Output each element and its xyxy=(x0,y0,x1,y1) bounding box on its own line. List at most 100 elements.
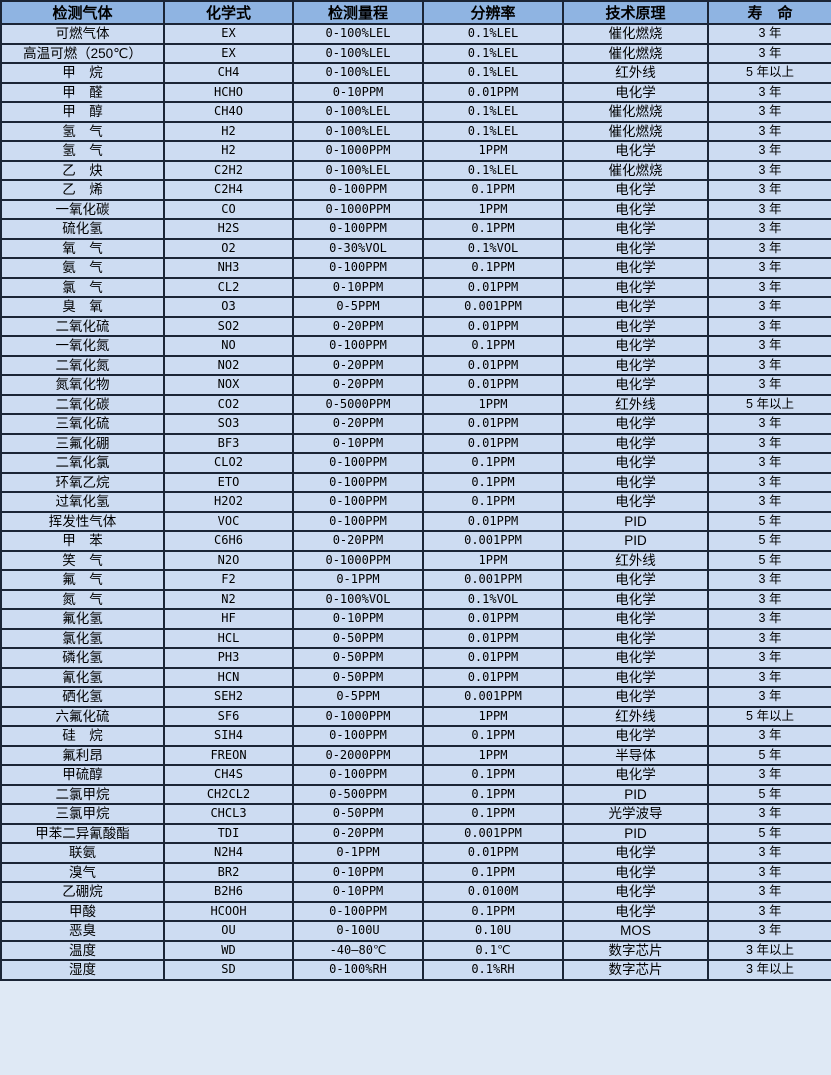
cell-technology: 半导体 xyxy=(562,744,709,766)
cell-detection-range: 0-1PPM xyxy=(292,842,424,864)
cell-technology: 电化学 xyxy=(562,608,709,630)
cell-chemical-formula: SIH4 xyxy=(163,725,294,747)
cell-detection-range: 0-100U xyxy=(292,920,424,942)
cell-lifespan: 3 年 xyxy=(707,237,831,259)
cell-lifespan: 3 年 xyxy=(707,432,831,454)
table-row: 氢 气 H2 0-100%LEL 0.1%LEL 催化燃烧 3 年 xyxy=(0,120,831,142)
cell-resolution: 0.1%LEL xyxy=(422,120,564,142)
cell-detection-range: 0-10PPM xyxy=(292,608,424,630)
cell-lifespan: 3 年 xyxy=(707,452,831,474)
cell-resolution: 0.1PPM xyxy=(422,900,564,922)
table-row: 六氟化硫 SF6 0-1000PPM 1PPM 红外线 5 年以上 xyxy=(0,705,831,727)
cell-lifespan: 3 年 xyxy=(707,159,831,181)
cell-detection-range: 0-1000PPM xyxy=(292,198,424,220)
column-header-technology: 技术原理 xyxy=(562,0,709,25)
cell-gas-name: 氯化氢 xyxy=(0,627,165,649)
column-header-gas-name: 检测气体 xyxy=(0,0,165,25)
cell-chemical-formula: CO xyxy=(163,198,294,220)
cell-detection-range: 0-20PPM xyxy=(292,374,424,396)
cell-technology: 光学波导 xyxy=(562,803,709,825)
cell-gas-name: 臭 氧 xyxy=(0,296,165,318)
cell-chemical-formula: CL2 xyxy=(163,276,294,298)
cell-detection-range: 0-5000PPM xyxy=(292,393,424,415)
cell-technology: 电化学 xyxy=(562,588,709,610)
cell-detection-range: 0-100PPM xyxy=(292,491,424,513)
cell-gas-name: 三氟化硼 xyxy=(0,432,165,454)
cell-detection-range: 0-100PPM xyxy=(292,725,424,747)
cell-technology: 数字芯片 xyxy=(562,939,709,961)
cell-technology: 电化学 xyxy=(562,179,709,201)
cell-lifespan: 5 年 xyxy=(707,822,831,844)
cell-chemical-formula: CH4 xyxy=(163,62,294,84)
cell-resolution: 1PPM xyxy=(422,198,564,220)
cell-chemical-formula: SD xyxy=(163,959,294,981)
cell-detection-range: 0-50PPM xyxy=(292,627,424,649)
cell-detection-range: 0-100PPM xyxy=(292,510,424,532)
cell-technology: 电化学 xyxy=(562,315,709,337)
cell-technology: 电化学 xyxy=(562,647,709,669)
cell-chemical-formula: CH2CL2 xyxy=(163,783,294,805)
cell-chemical-formula: O3 xyxy=(163,296,294,318)
cell-detection-range: 0-20PPM xyxy=(292,354,424,376)
cell-technology: 红外线 xyxy=(562,705,709,727)
table-row: 过氧化氢 H2O2 0-100PPM 0.1PPM 电化学 3 年 xyxy=(0,491,831,513)
table-row: 硫化氢 H2S 0-100PPM 0.1PPM 电化学 3 年 xyxy=(0,218,831,240)
table-row: 恶臭 OU 0-100U 0.10U MOS 3 年 xyxy=(0,920,831,942)
cell-detection-range: 0-100%VOL xyxy=(292,588,424,610)
cell-gas-name: 二氯甲烷 xyxy=(0,783,165,805)
cell-gas-name: 环氧乙烷 xyxy=(0,471,165,493)
cell-technology: 电化学 xyxy=(562,491,709,513)
cell-technology: MOS xyxy=(562,920,709,942)
cell-chemical-formula: H2 xyxy=(163,140,294,162)
cell-lifespan: 3 年 xyxy=(707,257,831,279)
cell-resolution: 0.01PPM xyxy=(422,627,564,649)
cell-detection-range: 0-100%LEL xyxy=(292,23,424,45)
cell-detection-range: 0-100PPM xyxy=(292,257,424,279)
cell-lifespan: 3 年 xyxy=(707,413,831,435)
cell-chemical-formula: SEH2 xyxy=(163,686,294,708)
cell-detection-range: 0-10PPM xyxy=(292,81,424,103)
cell-gas-name: 二氧化氮 xyxy=(0,354,165,376)
cell-resolution: 0.1%VOL xyxy=(422,237,564,259)
cell-chemical-formula: NH3 xyxy=(163,257,294,279)
cell-lifespan: 3 年 xyxy=(707,120,831,142)
cell-resolution: 0.01PPM xyxy=(422,413,564,435)
table-row: 三氟化硼 BF3 0-10PPM 0.01PPM 电化学 3 年 xyxy=(0,432,831,454)
cell-gas-name: 氧 气 xyxy=(0,237,165,259)
cell-resolution: 0.1PPM xyxy=(422,335,564,357)
cell-chemical-formula: VOC xyxy=(163,510,294,532)
cell-technology: 电化学 xyxy=(562,764,709,786)
cell-lifespan: 3 年 xyxy=(707,335,831,357)
table-row: 氰化氢 HCN 0-50PPM 0.01PPM 电化学 3 年 xyxy=(0,666,831,688)
table-row: 乙 烯 C2H4 0-100PPM 0.1PPM 电化学 3 年 xyxy=(0,179,831,201)
cell-technology: 催化燃烧 xyxy=(562,101,709,123)
cell-gas-name: 氯 气 xyxy=(0,276,165,298)
cell-detection-range: 0-100%LEL xyxy=(292,159,424,181)
cell-resolution: 0.1PPM xyxy=(422,783,564,805)
table-row: 高温可燃（250℃） EX 0-100%LEL 0.1%LEL 催化燃烧 3 年 xyxy=(0,42,831,64)
cell-detection-range: 0-100%LEL xyxy=(292,62,424,84)
table-row: 甲 苯 C6H6 0-20PPM 0.001PPM PID 5 年 xyxy=(0,530,831,552)
cell-technology: 电化学 xyxy=(562,257,709,279)
cell-technology: 电化学 xyxy=(562,335,709,357)
column-header-lifespan: 寿 命 xyxy=(707,0,831,25)
cell-resolution: 0.01PPM xyxy=(422,608,564,630)
cell-chemical-formula: WD xyxy=(163,939,294,961)
cell-gas-name: 甲硫醇 xyxy=(0,764,165,786)
cell-resolution: 0.001PPM xyxy=(422,822,564,844)
cell-chemical-formula: NOX xyxy=(163,374,294,396)
cell-gas-name: 氟 气 xyxy=(0,569,165,591)
cell-chemical-formula: CHCL3 xyxy=(163,803,294,825)
cell-technology: 电化学 xyxy=(562,471,709,493)
cell-chemical-formula: HCL xyxy=(163,627,294,649)
cell-chemical-formula: CH4O xyxy=(163,101,294,123)
table-row: 挥发性气体 VOC 0-100PPM 0.01PPM PID 5 年 xyxy=(0,510,831,532)
cell-lifespan: 3 年 xyxy=(707,296,831,318)
cell-resolution: 0.1%RH xyxy=(422,959,564,981)
cell-technology: 电化学 xyxy=(562,725,709,747)
cell-technology: 电化学 xyxy=(562,354,709,376)
cell-chemical-formula: N2H4 xyxy=(163,842,294,864)
cell-chemical-formula: CO2 xyxy=(163,393,294,415)
cell-lifespan: 3 年以上 xyxy=(707,959,831,981)
cell-technology: 电化学 xyxy=(562,218,709,240)
